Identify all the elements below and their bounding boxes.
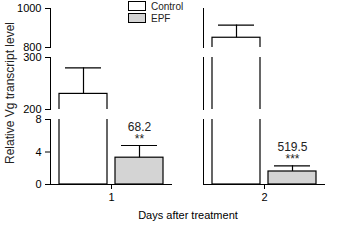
svg-text:1: 1: [108, 191, 114, 203]
svg-text:300: 300: [23, 51, 41, 63]
svg-text:800: 800: [23, 41, 42, 53]
svg-text:68.2**: 68.2**: [128, 120, 152, 146]
svg-text:4: 4: [35, 146, 41, 158]
svg-text:200: 200: [23, 103, 42, 115]
svg-text:Days after treatment: Days after treatment: [138, 209, 238, 221]
html-text:EPF: EPF: [151, 12, 171, 24]
svg-text:0: 0: [35, 178, 41, 190]
html-text:Control: Control: [151, 0, 184, 12]
svg-text:1000: 1000: [17, 2, 41, 14]
svg-text:2: 2: [261, 191, 267, 203]
html-text:Relative Vg transcript level: Relative Vg transcript level: [3, 21, 17, 164]
svg-text:8: 8: [35, 113, 41, 125]
svg-text:519.5***: 519.5***: [277, 140, 307, 166]
